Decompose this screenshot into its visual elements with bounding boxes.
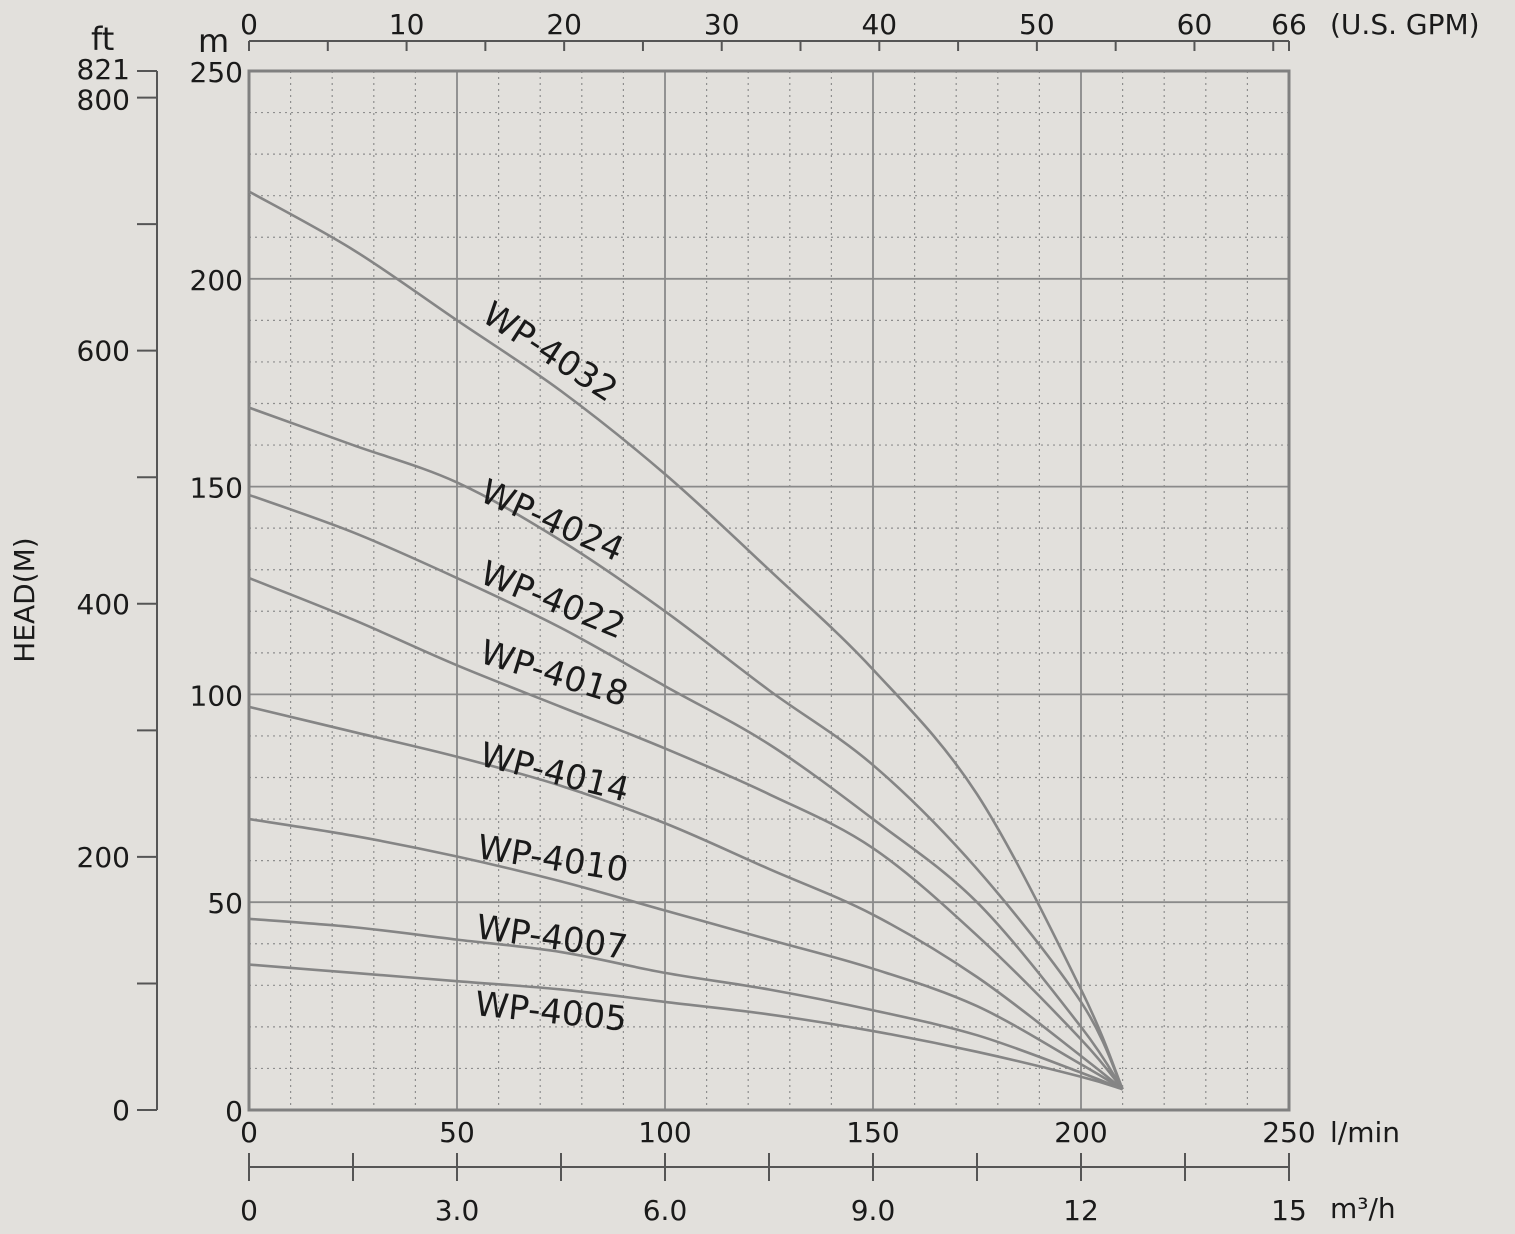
x-tick-label-gpm: 20 (546, 8, 582, 41)
y-tick-label-ft: 0 (112, 1094, 130, 1127)
x-tick-label-gpm: 66 (1271, 8, 1307, 41)
x-tick-label-lmin: 200 (1054, 1116, 1107, 1149)
x-tick-label-m3h: 12 (1063, 1194, 1099, 1227)
series-line-wp-4022 (248, 493, 1124, 1090)
y-tick-label-m: 250 (190, 56, 243, 89)
x-tick-label-m3h: 0 (240, 1194, 258, 1227)
series-line-wp-4007 (248, 917, 1124, 1091)
y-tick-label-ft: 400 (77, 588, 130, 621)
y-tick-label-m: 200 (190, 264, 243, 297)
x-tick-label-m3h: 6.0 (643, 1194, 688, 1227)
y-unit-ft: ft (91, 20, 114, 58)
y-tick-label-m: 100 (190, 679, 243, 712)
series-label-wp-4014: WP-4014 (476, 735, 633, 811)
x-tick-label-lmin: 0 (240, 1116, 258, 1149)
x-tick-label-m3h: 3.0 (435, 1194, 480, 1227)
x-unit-lmin: l/min (1330, 1116, 1400, 1149)
series-label-wp-4005: WP-4005 (473, 984, 629, 1040)
x-tick-label-lmin: 150 (846, 1116, 899, 1149)
y-tick-label-m: 150 (190, 472, 243, 505)
x-tick-label-gpm: 60 (1177, 8, 1213, 41)
x-tick-label-lmin: 250 (1262, 1116, 1315, 1149)
x-tick-label-gpm: 30 (704, 8, 740, 41)
plot-frame (247, 69, 1291, 1112)
y-tick-label-ft: 200 (77, 841, 130, 874)
x-tick-label-m3h: 9.0 (851, 1194, 896, 1227)
y-tick-label-ft: 600 (77, 335, 130, 368)
y-tick-label-m: 0 (225, 1095, 243, 1128)
y-axis-label: HEAD(M) (8, 537, 41, 662)
series-line-wp-4014 (248, 705, 1124, 1091)
series-line-wp-4018 (248, 576, 1124, 1091)
x-tick-label-gpm: 10 (389, 8, 425, 41)
series-line-wp-4005 (248, 963, 1123, 1091)
series-label-wp-4032: WP-4032 (475, 294, 624, 410)
x-tick-label-gpm: 0 (240, 8, 258, 41)
x-tick-label-lmin: 50 (439, 1116, 475, 1149)
y-unit-m: m (198, 22, 229, 60)
y-tick-label-ft: 800 (77, 84, 130, 117)
x-unit-m3h: m³/h (1330, 1192, 1396, 1225)
series-line-wp-4032 (248, 190, 1124, 1090)
series-line-wp-4024 (248, 406, 1124, 1090)
y-tick-label-m: 50 (207, 887, 243, 920)
series-label-wp-4007: WP-4007 (474, 907, 630, 968)
x-tick-label-lmin: 100 (638, 1116, 691, 1149)
x-unit-gpm: (U.S. GPM) (1330, 8, 1480, 41)
y-tick-label-ft: 821 (77, 53, 130, 86)
series-line-wp-4010 (248, 817, 1124, 1091)
x-tick-label-m3h: 15 (1271, 1194, 1307, 1227)
x-tick-label-gpm: 50 (1019, 8, 1055, 41)
x-tick-label-gpm: 40 (861, 8, 897, 41)
